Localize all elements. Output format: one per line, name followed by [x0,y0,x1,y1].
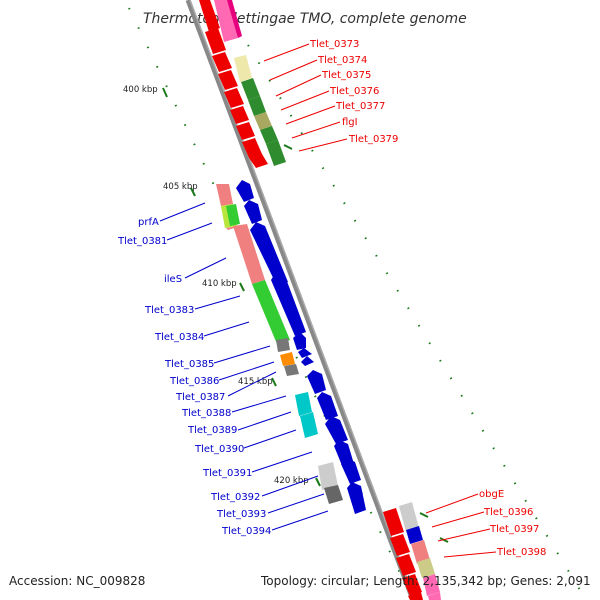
label-tlet-0379: Tlet_0379 [348,134,398,145]
scale-label-400: 400 kbp [123,85,158,95]
label-iles: ileS [164,274,182,285]
topology-text: Topology: circular; Length: 2,135,342 bp… [260,574,591,588]
reverse-cog [216,184,343,504]
label-tlet-0383: Tlet_0383 [144,305,194,316]
label-tlet-0384: Tlet_0384 [154,332,204,343]
label-tlet-0386: Tlet_0386 [169,376,219,387]
label-tlet-0376: Tlet_0376 [329,86,379,97]
reverse-leaders [159,202,329,531]
forward-genes-lower [383,508,423,600]
label-tlet-0396: Tlet_0396 [483,507,533,518]
accession-text: Accession: NC_009828 [9,574,145,588]
label-tlet-0391: Tlet_0391 [202,468,252,479]
label-flgi: flgI [342,117,358,128]
reverse-cog-accent [226,204,240,226]
reverse-genes [236,180,366,514]
scale-label-410: 410 kbp [202,279,237,289]
label-tlet-0385: Tlet_0385 [164,359,214,370]
label-tlet-0374: Tlet_0374 [317,55,367,66]
label-tlet-0377: Tlet_0377 [335,101,385,112]
label-tlet-0393: Tlet_0393 [216,509,266,520]
label-tlet-0390: Tlet_0390 [194,444,244,455]
label-tlet-0375: Tlet_0375 [321,70,371,81]
forward-cog-lower [399,502,441,600]
label-tlet-0388: Tlet_0388 [181,408,231,419]
label-tlet-0373: Tlet_0373 [309,39,359,50]
label-tlet-0394: Tlet_0394 [221,526,271,537]
scale-ticks [162,87,449,543]
forward-genes-upper [199,0,268,168]
label-tlet-0392: Tlet_0392 [210,492,260,503]
forward-cog-upper [214,0,286,166]
label-obge: obgE [479,489,504,500]
label-tlet-0381: Tlet_0381 [117,236,167,247]
label-prfa: prfA [138,217,159,228]
label-tlet-0397: Tlet_0397 [489,524,539,535]
forward-leaders [263,43,497,558]
label-tlet-0387: Tlet_0387 [175,392,225,403]
label-tlet-0389: Tlet_0389 [187,425,237,436]
scale-label-420: 420 kbp [274,476,309,486]
scale-label-405: 405 kbp [163,182,198,192]
label-tlet-0398: Tlet_0398 [496,547,546,558]
